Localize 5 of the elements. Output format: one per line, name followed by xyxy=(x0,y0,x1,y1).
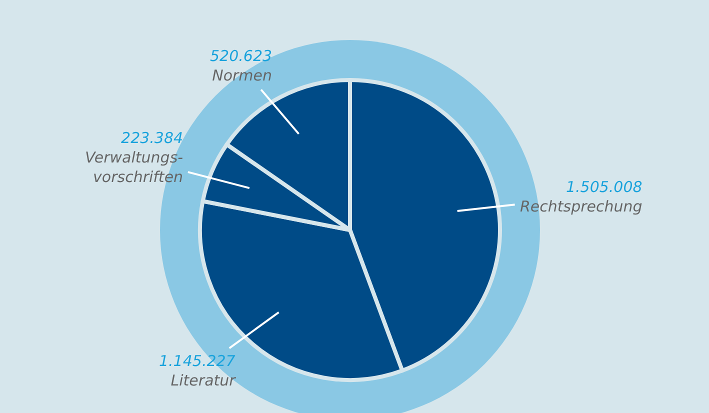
data-label: 1.505.008 xyxy=(566,178,642,196)
data-label: 520.623 xyxy=(210,47,272,65)
slice-label: Literatur xyxy=(170,372,236,390)
data-label: 1.145.227 xyxy=(159,352,236,370)
data-label: 223.384 xyxy=(121,129,184,147)
